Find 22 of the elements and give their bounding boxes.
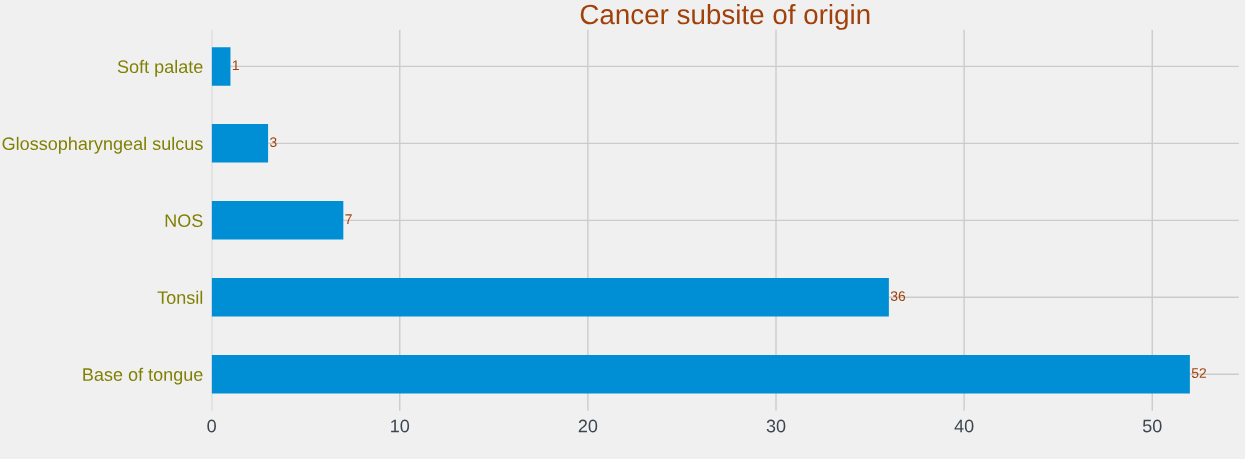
y-tick-label: Glossopharyngeal sulcus: [2, 136, 203, 154]
y-tick-label: Base of tongue: [83, 367, 203, 385]
x-tick-label: 30: [766, 419, 786, 433]
x-tick-label: 40: [954, 419, 974, 433]
bar: [211, 47, 231, 86]
data-label: 36: [890, 291, 906, 302]
bar: [211, 355, 1190, 394]
data-label: 7: [345, 214, 352, 224]
y-tick-label: NOS: [165, 214, 203, 228]
y-tick-label: Soft palate: [117, 59, 203, 77]
data-label: 3: [270, 137, 277, 148]
x-tick-label: 20: [578, 419, 598, 433]
bar: [211, 278, 889, 317]
bar: [211, 124, 269, 163]
bar: [211, 201, 344, 240]
x-tick-label: 50: [1142, 419, 1162, 433]
data-label: 1: [232, 60, 239, 70]
x-tick-label: 0: [207, 419, 216, 433]
data-label: 52: [1191, 368, 1206, 378]
chart-title: Cancer subsite of origin: [580, 3, 870, 30]
y-tick-label: Tonsil: [157, 290, 203, 304]
x-tick-label: 10: [391, 419, 410, 433]
